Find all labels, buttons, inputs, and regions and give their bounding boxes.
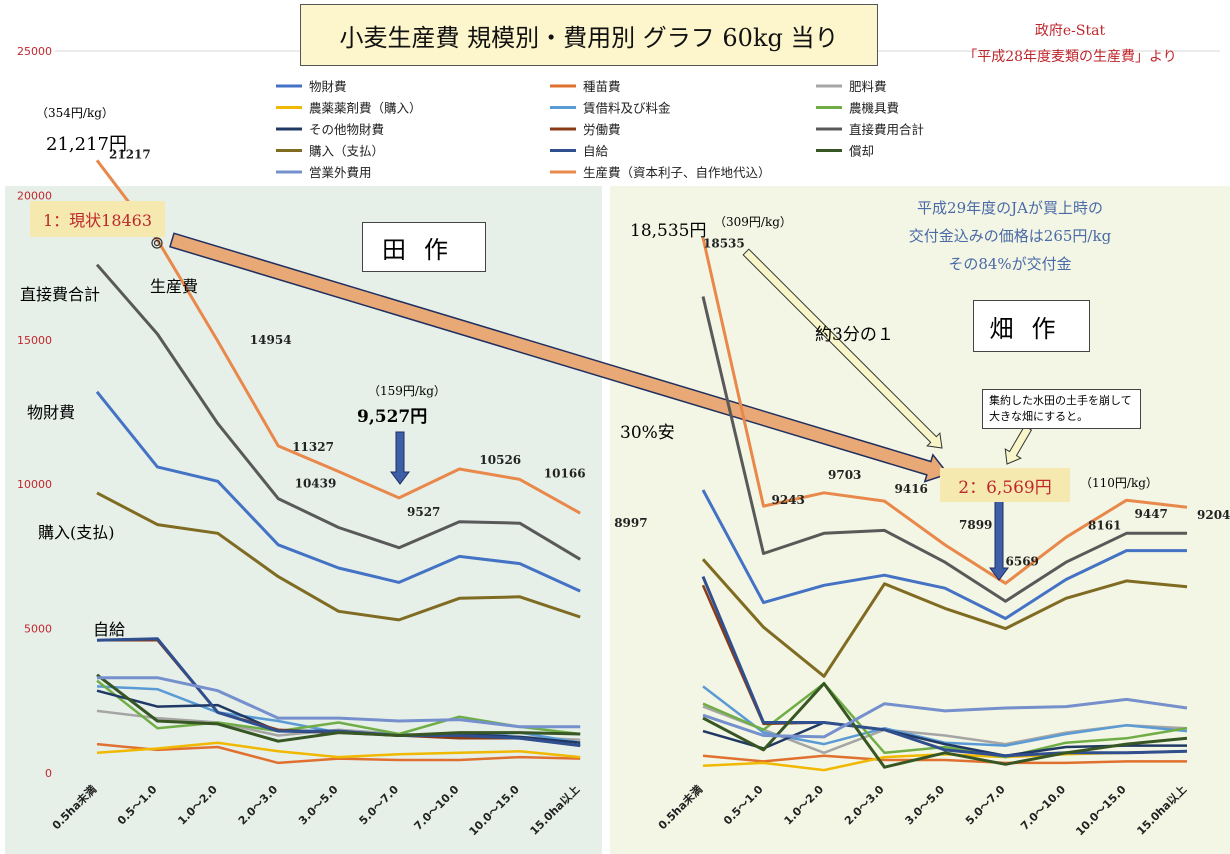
- ja-note-line2: 交付金込みの価格は265円/kg: [908, 227, 1112, 245]
- series-line-field: [702, 682, 1188, 759]
- legend-label: 物財費: [309, 79, 347, 94]
- y-tick-label: 20000: [17, 189, 52, 202]
- series-line-field: [702, 697, 1188, 739]
- big-arrow-shape: [169, 232, 950, 483]
- arrow-third: [742, 248, 943, 449]
- series-line-field: [702, 682, 1188, 769]
- ja-note-line1: 平成29年度のJAが買上時の: [917, 199, 1103, 217]
- data-label-field: 9416: [895, 482, 928, 496]
- legend-label: その他物財費: [309, 122, 384, 137]
- label-material-cost: 物財費: [27, 403, 76, 422]
- panel-label-paddy: 田作: [362, 222, 486, 272]
- series-line-field: [702, 754, 1187, 765]
- data-label-field: 18535: [703, 237, 745, 251]
- legend-label: 生産費（資本利子、自作地代込）: [583, 165, 771, 180]
- cost-9527: 9,527円: [357, 407, 428, 427]
- label-self-supply: 自給: [93, 620, 126, 639]
- legend-label: 自給: [583, 144, 609, 159]
- arrow-note-shape: [1004, 425, 1033, 465]
- series-line-paddy: [96, 673, 581, 743]
- field-target-highlight: 2：6,569円: [940, 468, 1070, 502]
- data-label-field: 9243: [772, 493, 805, 507]
- y-tick-label: 10000: [17, 478, 52, 491]
- legend-label: 賃借料及び料金: [583, 101, 671, 116]
- legend-label: 農機具費: [849, 101, 899, 116]
- data-label-paddy: 21217: [109, 147, 151, 161]
- source-note: 政府e-Stat 「平成28年度麦類の生産費」より: [940, 20, 1200, 66]
- series-line-paddy: [97, 676, 581, 729]
- legend-label: 営業外費用: [309, 165, 372, 180]
- price-354: （354円/kg）: [36, 106, 114, 120]
- legend-label: 肥料費: [849, 79, 887, 94]
- series-line-paddy: [96, 491, 581, 622]
- ja-note-line3: その84%が交付金: [948, 255, 1072, 273]
- y-tick-label: 5000: [24, 623, 52, 636]
- series-line-field: [701, 558, 1188, 678]
- legend-label: 償却: [849, 144, 874, 159]
- y-tick-label: 25000: [17, 45, 52, 58]
- legend-label: 労働費: [583, 122, 621, 137]
- data-label-paddy: 10526: [479, 453, 521, 467]
- label-production-cost: 生産費: [150, 277, 199, 296]
- data-label-paddy: 14954: [250, 333, 292, 347]
- third-label: 約3分の１: [815, 325, 894, 345]
- cost-18535: 18,535円: [630, 221, 707, 241]
- series-line-paddy: [96, 741, 581, 759]
- series-line-paddy: [95, 263, 581, 561]
- series-line-paddy: [95, 159, 581, 515]
- series-line-field: [701, 489, 1187, 620]
- label-direct-total: 直接費合計: [20, 285, 101, 304]
- consolidation-note: 集約した水田の土手を崩して大きな畑にすると。: [982, 389, 1141, 429]
- data-label-field: 9703: [828, 468, 861, 482]
- source-line2: 「平成28年度麦類の生産費」より: [963, 49, 1177, 65]
- series-line-field: [701, 237, 1188, 585]
- panel-bg-paddy: [5, 186, 602, 854]
- marker-outer: [151, 237, 163, 249]
- y-tick-label: 15000: [17, 334, 52, 347]
- series-line-paddy: [95, 390, 581, 593]
- data-label-paddy: 10166: [544, 466, 586, 480]
- panel-label-field: 畑作: [973, 300, 1090, 352]
- label-purchase: 購入(支払): [38, 523, 115, 542]
- data-label-paddy: 8997: [614, 516, 647, 530]
- series-line-paddy: [96, 742, 581, 765]
- ja-price-note: 平成29年度のJAが買上時の 交付金込みの価格は265円/kg その84%が交付…: [880, 194, 1140, 278]
- data-label-paddy: 11327: [292, 440, 334, 454]
- series-line-paddy: [96, 637, 581, 748]
- data-label-field: 7899: [959, 518, 992, 532]
- cheaper-label: 30%安: [620, 423, 675, 443]
- data-label-field: 9204: [1197, 508, 1230, 522]
- price-110: （110円/kg）: [1080, 476, 1158, 490]
- source-line1: 政府e-Stat: [1034, 23, 1106, 39]
- legend-label: 購入（支払）: [309, 144, 384, 159]
- marker-inner: [153, 239, 161, 247]
- legend-label: 農薬薬剤費（購入）: [309, 101, 422, 116]
- y-tick-label: 0: [45, 767, 52, 780]
- arrow-to-9527: [390, 431, 410, 485]
- data-label-field: 9447: [1135, 507, 1168, 521]
- legend-label: 種苗費: [583, 79, 621, 94]
- arrow-note: [1004, 425, 1033, 465]
- data-label-paddy: 10439: [295, 477, 337, 491]
- chart-title: 小麦生産費 規模別・費用別 グラフ 60kg 当り: [300, 4, 878, 66]
- price-159: （159円/kg）: [368, 384, 446, 398]
- legend-label: 直接費用合計: [849, 122, 924, 137]
- arrow-third-shape: [742, 248, 943, 449]
- big-arrow: [169, 232, 950, 483]
- data-label-paddy: 9527: [407, 505, 440, 519]
- series-line-field: [701, 576, 1188, 758]
- data-label-field: 8161: [1088, 518, 1121, 532]
- paddy-current-highlight: 1：現状18463: [30, 201, 165, 237]
- series-line-field: [701, 296, 1187, 603]
- price-309: （309円/kg）: [714, 215, 792, 229]
- data-label-field: 6569: [1006, 554, 1039, 568]
- cost-21217: 21,217円: [46, 134, 127, 155]
